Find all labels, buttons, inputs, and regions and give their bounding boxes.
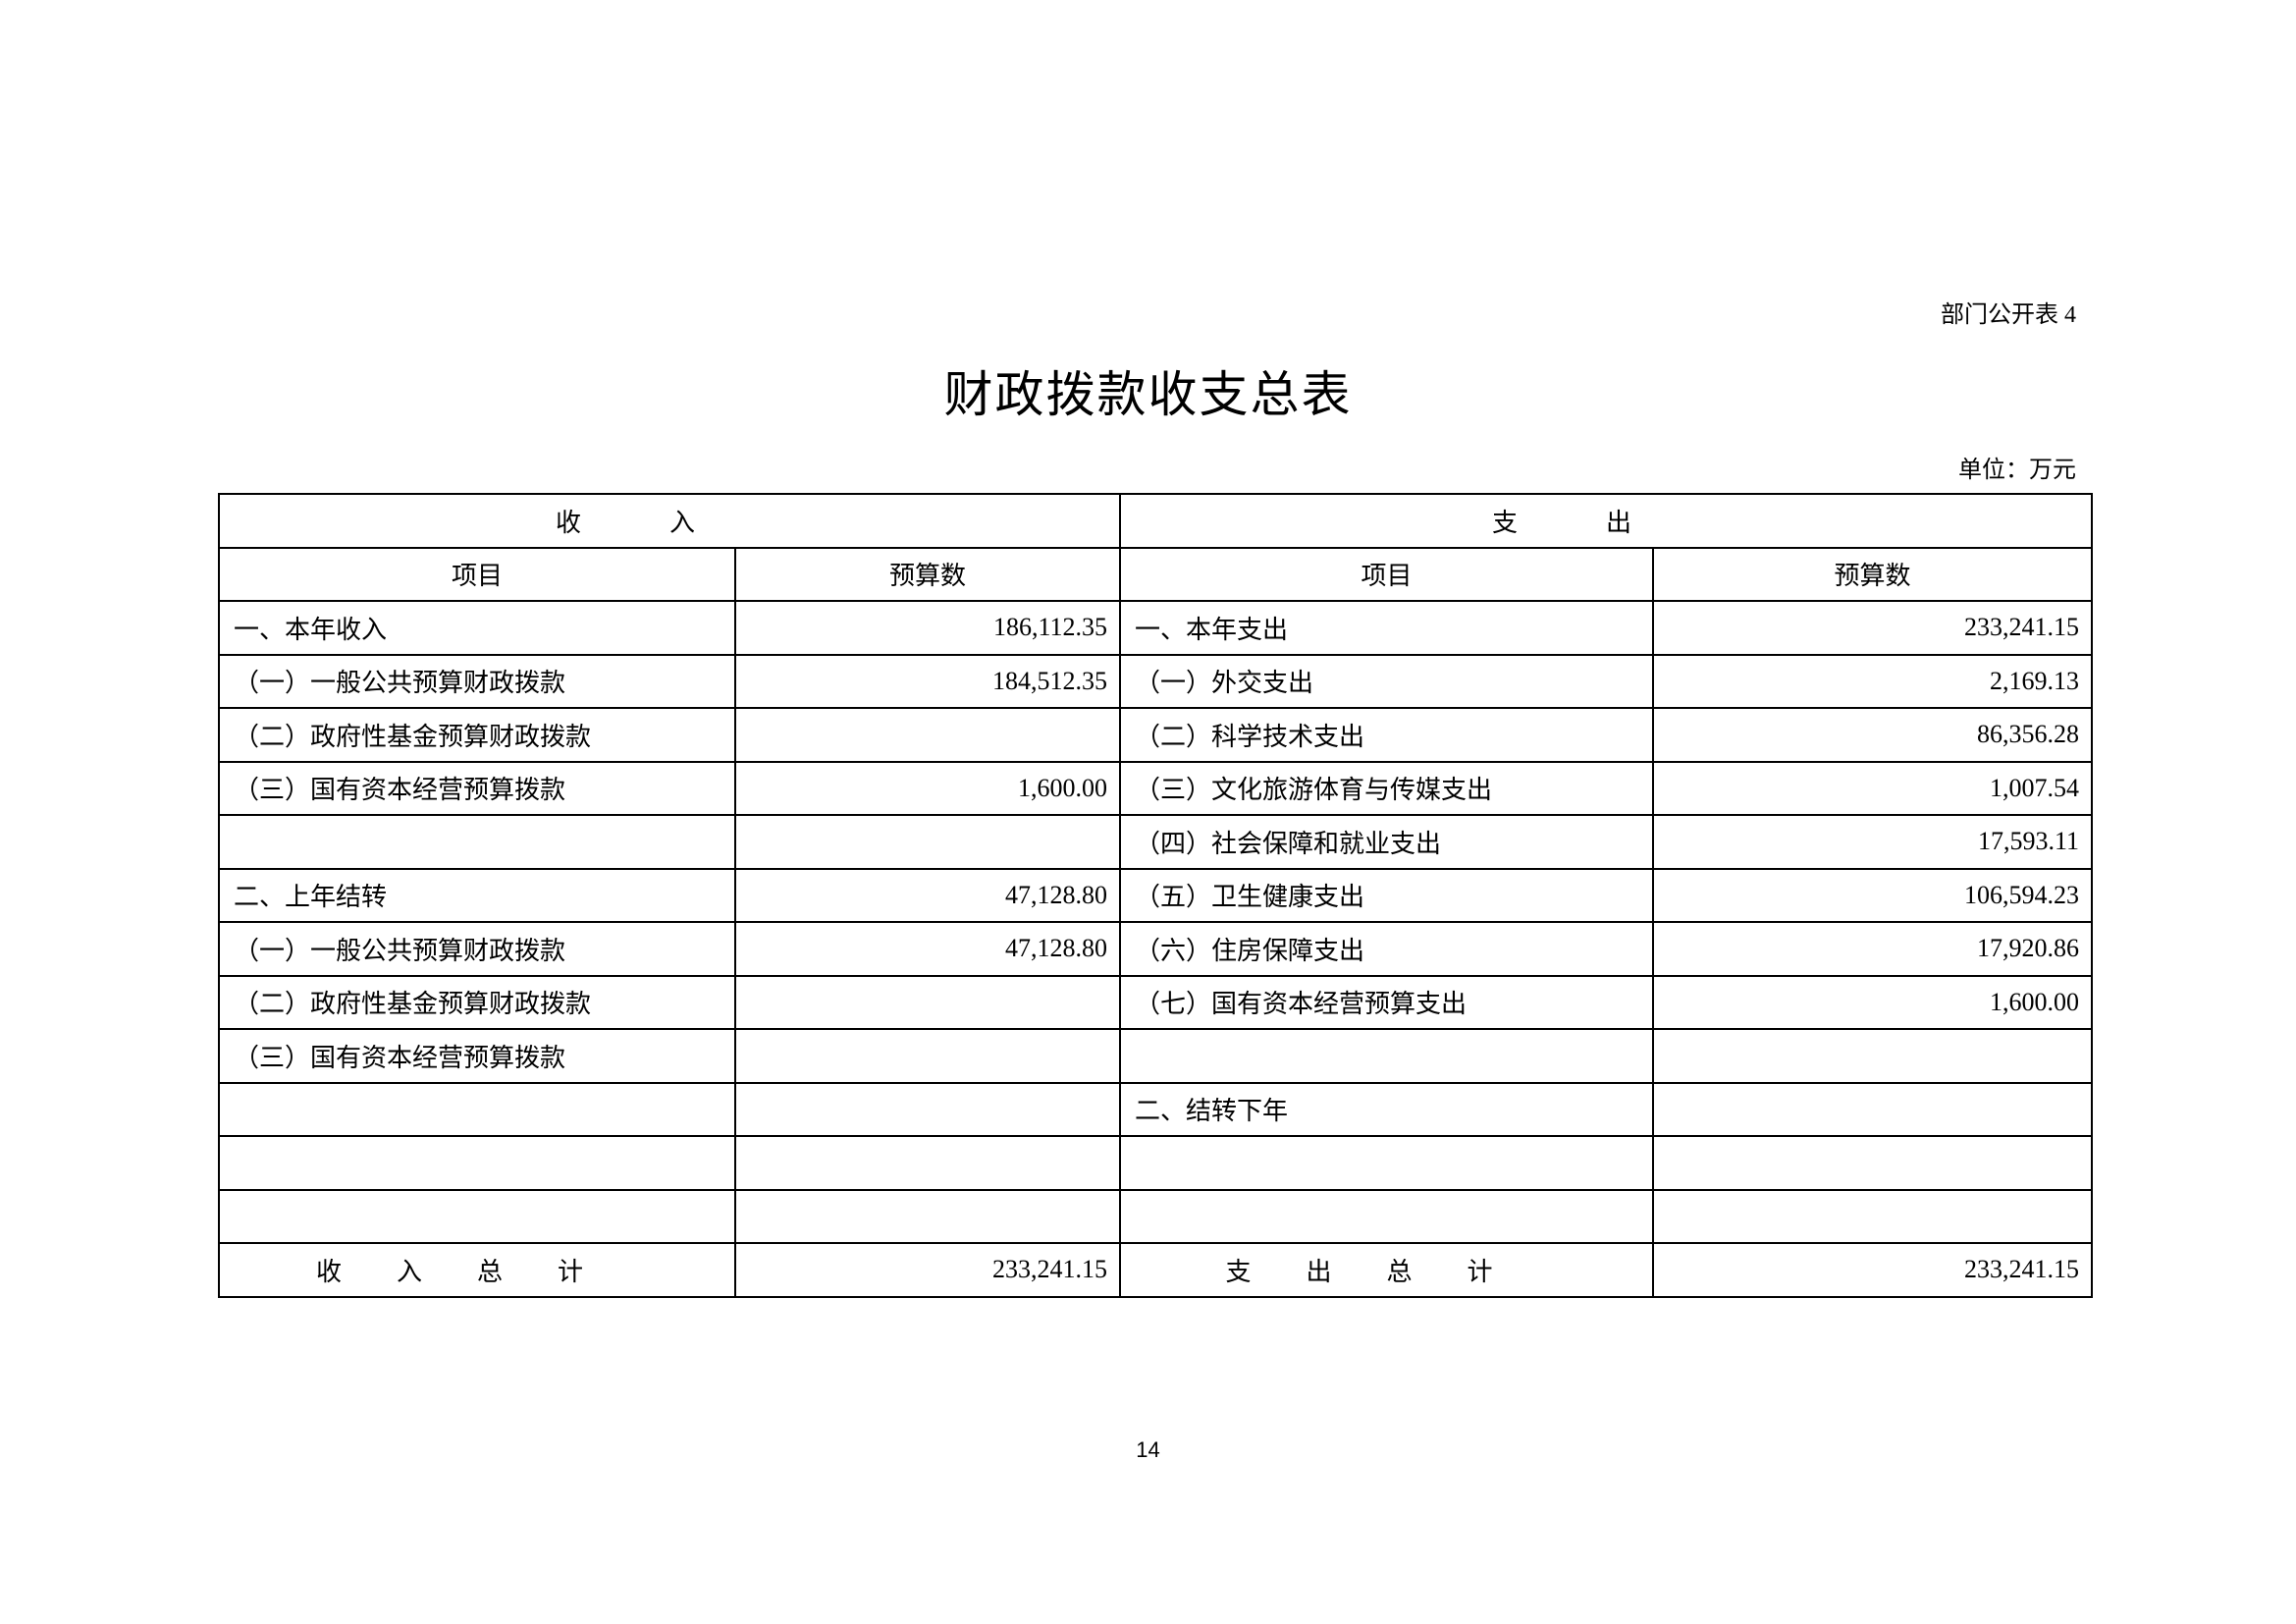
table-row: （二）政府性基金预算财政拨款 （二）科学技术支出 86,356.28 bbox=[218, 707, 2094, 763]
income-item-cell bbox=[218, 1188, 736, 1244]
expense-amount-cell: 1,007.54 bbox=[1652, 760, 2094, 816]
income-amount-cell bbox=[733, 814, 1122, 870]
table-row: （二）政府性基金预算财政拨款 （七）国有资本经营预算支出 1,600.00 bbox=[218, 974, 2094, 1030]
income-item-cell: 二、上年结转 bbox=[218, 867, 736, 923]
income-item-cell: （一）一般公共预算财政拨款 bbox=[218, 653, 736, 709]
expense-amount-cell bbox=[1652, 1188, 2094, 1244]
table-row: （三）国有资本经营预算拨款 1,600.00 （三）文化旅游体育与传媒支出 1,007… bbox=[218, 760, 2094, 816]
income-amount-cell bbox=[733, 707, 1122, 763]
expense-amount-cell bbox=[1652, 1135, 2094, 1191]
expense-amount-cell: 17,920.86 bbox=[1652, 921, 2094, 977]
table-row: （四）社会保障和就业支出 17,593.11 bbox=[218, 814, 2094, 870]
expense-total-value: 233,241.15 bbox=[1652, 1242, 2094, 1298]
expense-item-cell: （三）文化旅游体育与传媒支出 bbox=[1119, 760, 1655, 816]
income-amount-cell bbox=[733, 974, 1122, 1030]
income-item-header: 项目 bbox=[218, 546, 736, 602]
expense-amount-cell bbox=[1652, 1028, 2094, 1084]
expense-amount-cell: 233,241.15 bbox=[1652, 600, 2094, 656]
page-number: 14 bbox=[1136, 1437, 1160, 1462]
table-row bbox=[218, 1135, 2094, 1191]
expense-item-header: 项目 bbox=[1119, 546, 1655, 602]
income-item-cell: （三）国有资本经营预算拨款 bbox=[218, 1028, 736, 1084]
table-row bbox=[218, 1188, 2094, 1244]
expense-item-cell bbox=[1119, 1135, 1655, 1191]
table-row: 二、结转下年 bbox=[218, 1081, 2094, 1137]
page-title: 财政拨款收支总表 bbox=[943, 367, 1353, 422]
expense-item-cell: （七）国有资本经营预算支出 bbox=[1119, 974, 1655, 1030]
expense-amount-cell bbox=[1652, 1081, 2094, 1137]
expense-item-cell: （六）住房保障支出 bbox=[1119, 921, 1655, 977]
expense-item-cell: （四）社会保障和就业支出 bbox=[1119, 814, 1655, 870]
income-total-label: 收入总计 bbox=[315, 1257, 638, 1286]
income-amount-cell: 184,512.35 bbox=[733, 653, 1122, 709]
income-total-value: 233,241.15 bbox=[733, 1242, 1122, 1298]
income-amount-cell bbox=[733, 1188, 1122, 1244]
income-amount-cell bbox=[733, 1081, 1122, 1137]
document-tag: 部门公开表 4 bbox=[1941, 302, 2076, 328]
expense-item-cell bbox=[1119, 1028, 1655, 1084]
expense-item-cell: 一、本年支出 bbox=[1119, 600, 1655, 656]
income-amount-cell bbox=[733, 1028, 1122, 1084]
section-header-row: 收入 支出 bbox=[217, 493, 2094, 549]
expense-item-cell: 二、结转下年 bbox=[1119, 1081, 1655, 1137]
table-row: 二、上年结转 47,128.80 （五）卫生健康支出 106,594.23 bbox=[218, 867, 2094, 923]
expense-total-label: 支出总计 bbox=[1225, 1257, 1548, 1286]
table-row: （三）国有资本经营预算拨款 bbox=[218, 1028, 2094, 1084]
budget-table: 收入 支出 项目 预算数 项目 预算数 一、本年收入 186,112.35 一、本年… bbox=[217, 493, 2094, 1298]
income-header: 收入 bbox=[556, 508, 784, 537]
table-row: （一）一般公共预算财政拨款 184,512.35 （一）外交支出 2,169.13 bbox=[218, 653, 2094, 709]
income-item-cell bbox=[218, 1135, 736, 1191]
income-amount-cell bbox=[733, 1135, 1122, 1191]
expense-amount-cell: 1,600.00 bbox=[1652, 974, 2094, 1030]
income-item-cell bbox=[218, 1081, 736, 1137]
expense-item-cell: （一）外交支出 bbox=[1119, 653, 1655, 709]
income-item-cell: （二）政府性基金预算财政拨款 bbox=[218, 707, 736, 763]
income-item-cell bbox=[218, 814, 736, 870]
table-row: 一、本年收入 186,112.35 一、本年支出 233,241.15 bbox=[218, 600, 2094, 656]
unit-label: 单位：万元 bbox=[1958, 458, 2076, 483]
expense-amount-cell: 106,594.23 bbox=[1652, 867, 2094, 923]
column-header-row: 项目 预算数 项目 预算数 bbox=[218, 546, 2094, 602]
income-amount-cell: 47,128.80 bbox=[733, 921, 1122, 977]
expense-amount-cell: 2,169.13 bbox=[1652, 653, 2094, 709]
income-item-cell: （一）一般公共预算财政拨款 bbox=[218, 921, 736, 977]
expense-amount-header: 预算数 bbox=[1652, 546, 2094, 602]
expense-item-cell bbox=[1119, 1188, 1655, 1244]
income-item-cell: （三）国有资本经营预算拨款 bbox=[218, 760, 736, 816]
income-item-cell: （二）政府性基金预算财政拨款 bbox=[218, 974, 736, 1030]
expense-item-cell: （二）科学技术支出 bbox=[1119, 707, 1655, 763]
table-row: （一）一般公共预算财政拨款 47,128.80 （六）住房保障支出 17,920.86 bbox=[218, 921, 2094, 977]
expense-amount-cell: 86,356.28 bbox=[1652, 707, 2094, 763]
income-amount-header: 预算数 bbox=[733, 546, 1122, 602]
income-amount-cell: 47,128.80 bbox=[733, 867, 1122, 923]
expense-item-cell: （五）卫生健康支出 bbox=[1119, 867, 1655, 923]
income-item-cell: 一、本年收入 bbox=[218, 600, 736, 656]
expense-amount-cell: 17,593.11 bbox=[1652, 814, 2094, 870]
totals-row: 收入总计 233,241.15 支出总计 233,241.15 bbox=[218, 1242, 2094, 1298]
income-amount-cell: 186,112.35 bbox=[733, 600, 1122, 656]
income-amount-cell: 1,600.00 bbox=[733, 760, 1122, 816]
expense-header: 支出 bbox=[1492, 508, 1721, 537]
